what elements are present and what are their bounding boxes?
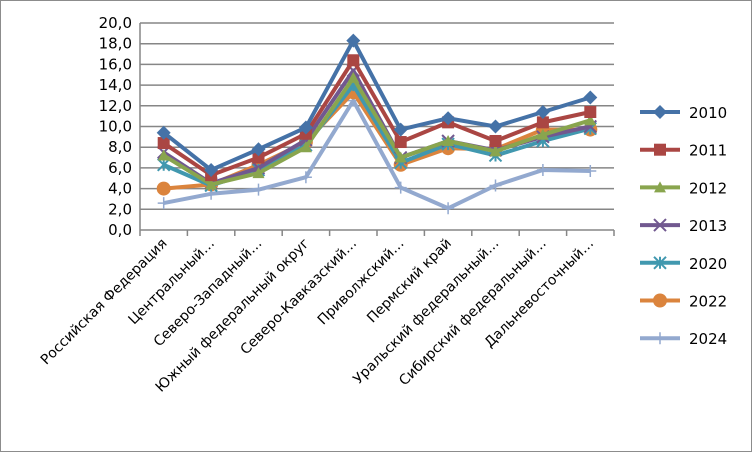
legend-item: 2011 (640, 142, 727, 160)
triangle-marker (442, 134, 455, 146)
series-2010 (156, 33, 598, 177)
y-tick-label: 18,0 (99, 35, 132, 53)
plus-marker (489, 179, 502, 192)
legend-label: 2012 (689, 179, 727, 197)
triangle-marker (299, 141, 312, 153)
diamond-marker (535, 105, 550, 120)
y-tick-label: 10,0 (99, 118, 132, 136)
y-tick-label: 20,0 (99, 14, 132, 32)
triangle-marker (584, 114, 597, 126)
legend-label: 2024 (689, 330, 727, 348)
series-line (163, 98, 591, 211)
y-tick-label: 8,0 (108, 138, 132, 156)
series-2012 (157, 71, 597, 190)
diamond-marker (653, 105, 667, 119)
y-tick-label: 4,0 (108, 180, 132, 198)
legend-item: 2020 (640, 255, 727, 273)
diamond-marker (583, 90, 598, 105)
x-marker (653, 218, 667, 232)
plus-marker (584, 165, 597, 178)
star-marker (653, 256, 667, 270)
plus-marker (654, 332, 666, 345)
legend-label: 2022 (689, 293, 727, 311)
square-marker (654, 143, 666, 156)
square-marker (394, 136, 407, 149)
square-marker (489, 134, 502, 147)
y-tick-label: 6,0 (108, 159, 132, 177)
x-tick-label: Приволжский… (315, 236, 408, 329)
legend-label: 2010 (689, 104, 727, 122)
y-tick-label: 16,0 (99, 55, 132, 73)
diamond-marker (346, 33, 361, 48)
plus-marker (157, 197, 170, 210)
diamond-marker (298, 120, 313, 135)
plus-marker (299, 171, 312, 184)
y-tick-label: 14,0 (99, 76, 132, 94)
triangle-marker (157, 149, 170, 161)
legend-label: 2011 (689, 142, 727, 160)
square-marker (252, 151, 265, 164)
square-marker (157, 137, 170, 150)
star-marker (156, 158, 171, 172)
y-tick-label: 12,0 (99, 97, 132, 115)
x-tick-label: Пермский край (364, 236, 455, 327)
circle-marker (156, 181, 171, 196)
legend-item: 2013 (640, 217, 727, 235)
y-tick-label: 2,0 (108, 200, 132, 218)
legend-item: 2012 (640, 179, 727, 197)
triangle-marker (205, 178, 218, 190)
series-line (162, 58, 591, 178)
diamond-marker (156, 125, 171, 140)
square-marker (536, 116, 549, 129)
triangle-marker (654, 181, 666, 193)
x-tick-label: Центральный… (125, 236, 217, 328)
plus-marker (252, 183, 265, 196)
square-marker (347, 54, 360, 67)
legend-item: 2022 (640, 293, 727, 311)
series-line (162, 38, 591, 172)
square-marker (584, 106, 597, 119)
diamond-marker (488, 119, 503, 134)
triangle-marker (536, 128, 549, 140)
plus-marker (442, 202, 455, 215)
series-line (162, 75, 591, 187)
plus-marker (394, 181, 407, 194)
legend-item: 2024 (640, 330, 727, 348)
diamond-marker (393, 122, 408, 137)
legend-label: 2020 (689, 255, 727, 273)
diamond-marker (441, 111, 456, 126)
triangle-marker (347, 71, 360, 83)
diamond-marker (251, 142, 266, 157)
y-tick-label: 0,0 (108, 221, 132, 239)
plus-marker (536, 163, 549, 176)
triangle-marker (394, 151, 407, 163)
series-2024 (157, 94, 597, 215)
diamond-marker (204, 162, 219, 177)
legend-label: 2013 (689, 217, 727, 235)
triangle-marker (252, 167, 265, 179)
circle-marker (653, 293, 667, 308)
triangle-marker (489, 145, 502, 157)
legend-item: 2010 (640, 104, 727, 122)
